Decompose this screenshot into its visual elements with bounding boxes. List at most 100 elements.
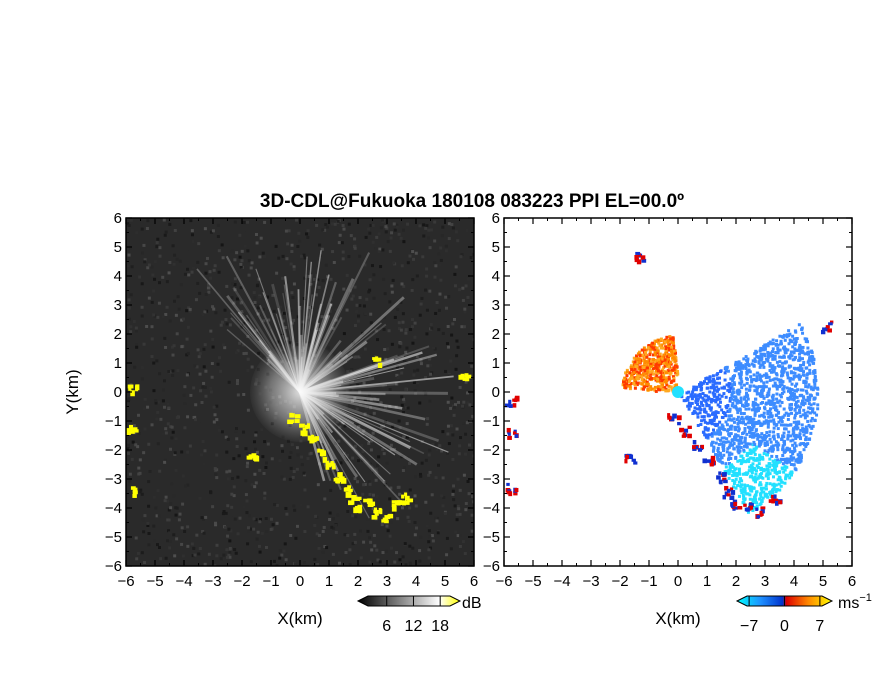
noise-pixel (212, 346, 215, 349)
noise-pixel (299, 504, 302, 507)
noise-pixel (422, 234, 425, 237)
noise-pixel (228, 381, 231, 384)
velocity-pixel (786, 333, 789, 336)
velocity-pixel (670, 341, 673, 344)
noise-pixel (279, 549, 282, 552)
y-tick-label: 2 (114, 326, 122, 343)
noise-pixel (149, 470, 152, 473)
noise-pixel (452, 484, 455, 487)
noise-pixel (243, 309, 246, 312)
noise-pixel (435, 476, 438, 479)
velocity-pixel (809, 407, 812, 410)
noise-pixel (467, 278, 470, 281)
velocity-pixel (775, 444, 778, 447)
noise-pixel (146, 219, 149, 222)
noise-pixel (235, 251, 238, 254)
velocity-pixel (803, 448, 806, 451)
colorbar-tick-label: 7 (815, 618, 824, 635)
noise-pixel (416, 274, 419, 277)
velocity-pixel (759, 364, 762, 367)
x-tick-label: −4 (553, 573, 570, 590)
noise-pixel (445, 553, 448, 556)
velocity-pixel (804, 438, 807, 441)
noise-pixel (207, 291, 210, 294)
velocity-pixel (676, 370, 679, 373)
noise-pixel (143, 561, 146, 564)
noise-pixel (427, 548, 430, 551)
velocity-pixel (790, 370, 793, 373)
noise-pixel (232, 457, 235, 460)
velocity-pixel (789, 423, 792, 426)
velocity-pixel (758, 458, 761, 461)
noise-pixel (186, 525, 189, 528)
noise-pixel (142, 530, 145, 533)
noise-pixel (363, 305, 366, 308)
noise-pixel (246, 249, 249, 252)
noise-pixel (278, 557, 281, 560)
velocity-pixel (711, 435, 714, 438)
velocity-pixel (726, 389, 729, 392)
velocity-pixel (699, 393, 702, 396)
velocity-pixel (646, 366, 649, 369)
noise-pixel (173, 263, 176, 266)
velocity-pixel (722, 449, 725, 452)
noise-pixel (189, 219, 192, 222)
velocity-pixel (752, 486, 755, 489)
noise-pixel (211, 362, 214, 365)
y-tick-label: 4 (492, 268, 500, 285)
velocity-pixel (795, 367, 798, 370)
velocity-pixel (731, 404, 734, 407)
velocity-pixel (757, 404, 760, 407)
noise-pixel (290, 250, 293, 253)
noise-pixel (215, 418, 218, 421)
velocity-pixel (739, 436, 742, 439)
noise-pixel (191, 271, 194, 274)
noise-pixel (281, 277, 284, 280)
noise-pixel (442, 332, 445, 335)
velocity-pixel (773, 427, 776, 430)
velocity-pixel (791, 383, 794, 386)
noise-pixel (154, 506, 157, 509)
strong-echo-pixel (367, 498, 373, 503)
velocity-edge-pixel (718, 471, 721, 474)
velocity-pixel (756, 376, 759, 379)
noise-pixel (248, 274, 251, 277)
velocity-pixel (624, 386, 627, 389)
noise-pixel (128, 483, 131, 486)
noise-pixel (176, 416, 179, 419)
velocity-pixel (803, 374, 806, 377)
noise-pixel (397, 376, 400, 379)
noise-pixel (318, 547, 321, 550)
velocity-pixel (660, 338, 663, 341)
velocity-pixel (676, 365, 679, 368)
velocity-pixel (802, 442, 805, 445)
noise-pixel (252, 528, 255, 531)
velocity-pixel (754, 414, 757, 417)
velocity-pixel (798, 455, 801, 458)
velocity-pixel (754, 476, 757, 479)
noise-pixel (250, 266, 253, 269)
velocity-pixel (652, 358, 655, 361)
strong-echo-pixel (315, 436, 319, 441)
velocity-pixel (775, 455, 778, 458)
noise-pixel (277, 257, 280, 260)
noise-pixel (201, 440, 204, 443)
velocity-pixel (807, 361, 810, 364)
noise-pixel (235, 351, 238, 354)
noise-pixel (167, 402, 170, 405)
velocity-edge-pixel (707, 459, 711, 463)
velocity-pixel (774, 351, 777, 354)
noise-pixel (214, 467, 217, 470)
noise-pixel (376, 338, 379, 341)
noise-pixel (419, 536, 422, 539)
velocity-pixel (644, 360, 647, 363)
noise-pixel (353, 533, 356, 536)
velocity-pixel (769, 412, 772, 415)
noise-pixel (245, 493, 248, 496)
noise-pixel (187, 273, 190, 276)
noise-pixel (437, 531, 440, 534)
noise-pixel (376, 495, 379, 498)
noise-pixel (455, 230, 458, 233)
velocity-pixel (767, 477, 770, 480)
velocity-pixel (768, 465, 771, 468)
